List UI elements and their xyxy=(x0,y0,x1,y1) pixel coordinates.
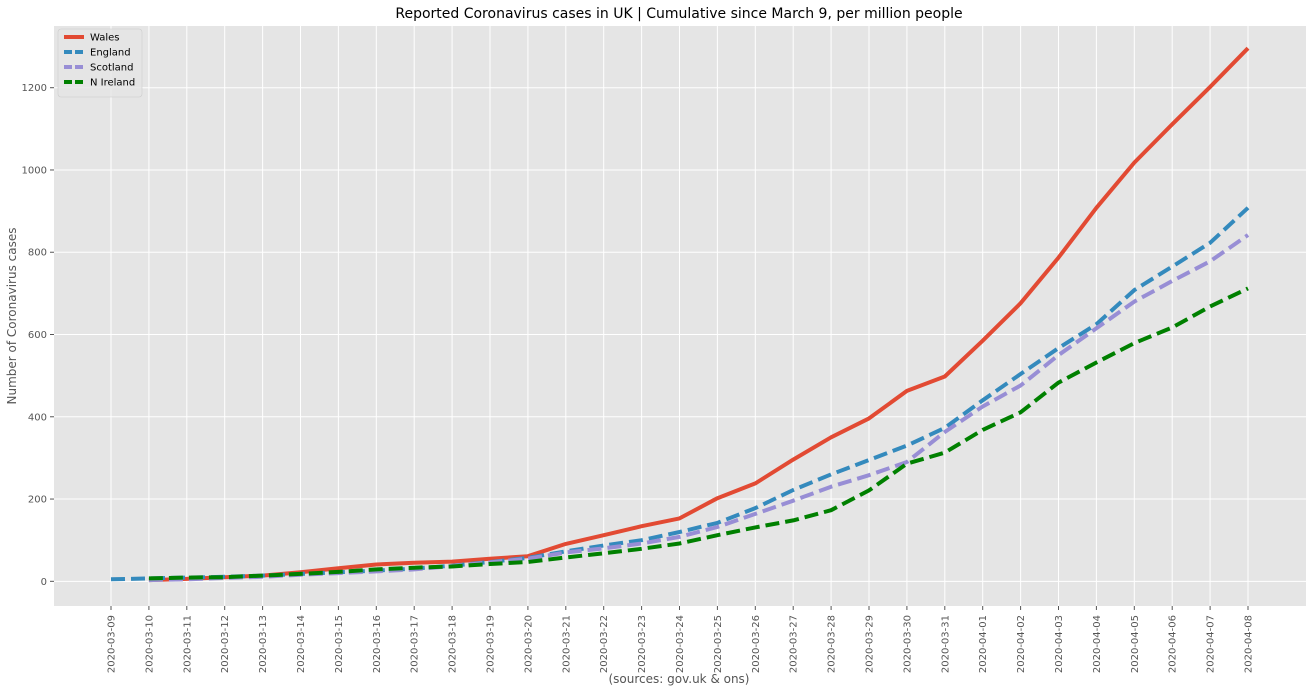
series-line-wales xyxy=(148,46,1250,583)
series-lines xyxy=(110,46,1250,583)
x-tick-label: 2020-03-10 xyxy=(144,615,155,673)
x-tick-label: 2020-03-09 xyxy=(107,615,118,673)
legend-label: N Ireland xyxy=(90,78,135,89)
y-tick-label: 0 xyxy=(41,577,47,588)
y-axis-title: Number of Coronavirus cases xyxy=(5,228,19,405)
x-axis-title: (sources: gov.uk & ons) xyxy=(608,672,749,686)
x-tick-label: 2020-03-18 xyxy=(448,615,459,673)
x-tick-label: 2020-04-01 xyxy=(978,615,989,673)
x-tick-label: 2020-03-14 xyxy=(296,615,307,673)
x-tick-label: 2020-03-30 xyxy=(902,615,913,673)
x-tick-label: 2020-03-12 xyxy=(220,615,231,673)
x-tick-label: 2020-03-23 xyxy=(637,615,648,673)
x-tick-label: 2020-03-17 xyxy=(410,615,421,673)
y-tick-label: 1200 xyxy=(22,83,47,94)
x-tick-label: 2020-03-28 xyxy=(827,615,838,673)
y-tick-label: 800 xyxy=(28,248,47,259)
x-tick-label: 2020-03-26 xyxy=(751,615,762,673)
x-tick-label: 2020-03-22 xyxy=(599,615,610,673)
x-tick-label: 2020-03-16 xyxy=(372,615,383,673)
x-tick-label: 2020-04-03 xyxy=(1054,615,1065,673)
x-tick-label: 2020-03-11 xyxy=(182,615,193,673)
x-tick-label: 2020-03-27 xyxy=(789,615,800,673)
x-tick-label: 2020-04-07 xyxy=(1206,615,1217,673)
y-tick-label: 400 xyxy=(28,412,47,423)
x-tick-label: 2020-03-29 xyxy=(865,615,876,673)
x-tick-label: 2020-03-24 xyxy=(675,615,686,673)
y-tick-label: 1000 xyxy=(22,165,47,176)
x-tick-label: 2020-03-31 xyxy=(940,615,951,673)
x-tick-label: 2020-03-20 xyxy=(523,615,534,673)
legend-label: Wales xyxy=(90,33,120,44)
x-tick-label: 2020-03-13 xyxy=(258,615,269,673)
y-axis-ticks: 0 200 400 600 800 1000 1200 xyxy=(22,83,54,588)
x-axis-ticks: 2020-03-09 2020-03-10 2020-03-11 2020-03-12… xyxy=(107,606,1255,673)
legend-label: England xyxy=(90,48,131,59)
legend-label: Scotland xyxy=(90,63,133,74)
series-line-n-ireland xyxy=(148,286,1249,581)
y-tick-label: 200 xyxy=(28,495,47,506)
chart-title: Reported Coronavirus cases in UK | Cumul… xyxy=(395,6,962,22)
grid-lines xyxy=(54,26,1306,606)
x-tick-label: 2020-03-21 xyxy=(561,615,572,673)
legend: Wales England Scotland N Ireland xyxy=(57,28,143,98)
x-tick-label: 2020-04-06 xyxy=(1168,615,1179,673)
x-tick-label: 2020-04-04 xyxy=(1092,615,1103,673)
x-tick-label: 2020-04-02 xyxy=(1016,615,1027,673)
x-tick-label: 2020-03-19 xyxy=(486,615,497,673)
x-tick-label: 2020-04-08 xyxy=(1244,615,1255,673)
x-tick-label: 2020-04-05 xyxy=(1130,615,1141,673)
x-tick-label: 2020-03-15 xyxy=(334,615,345,673)
y-tick-label: 600 xyxy=(28,330,47,341)
x-tick-label: 2020-03-25 xyxy=(713,615,724,673)
